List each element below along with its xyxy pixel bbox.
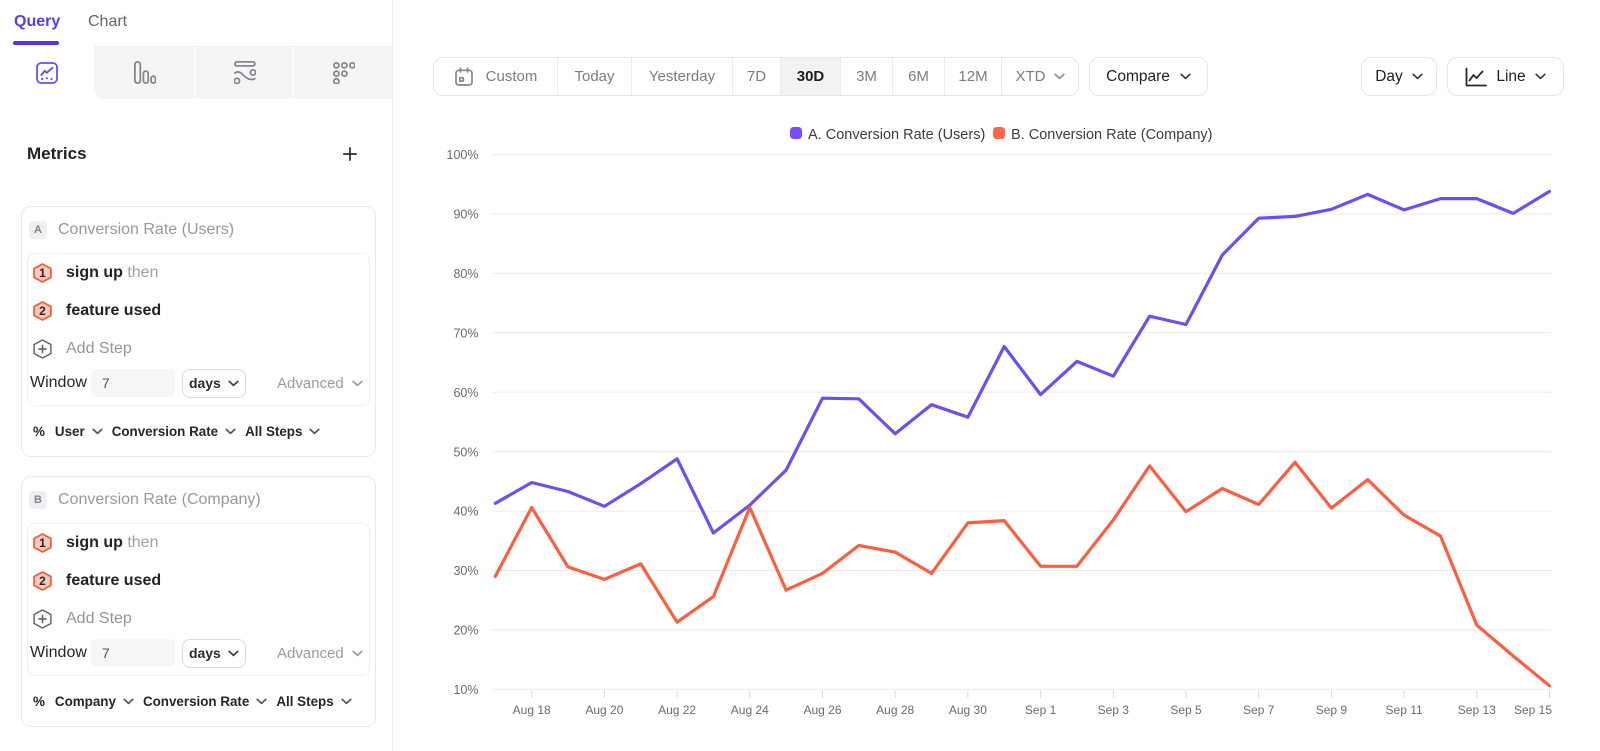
svg-text:50%: 50% xyxy=(453,445,478,459)
svg-text:30%: 30% xyxy=(453,564,478,578)
svg-text:10%: 10% xyxy=(453,683,478,697)
svg-text:60%: 60% xyxy=(453,386,478,400)
svg-text:90%: 90% xyxy=(453,208,478,222)
svg-text:Sep 13: Sep 13 xyxy=(1458,703,1496,717)
svg-text:Aug 30: Aug 30 xyxy=(949,703,987,717)
svg-text:Aug 24: Aug 24 xyxy=(731,703,769,717)
svg-text:2: 2 xyxy=(39,304,46,318)
svg-text:Aug 26: Aug 26 xyxy=(803,703,841,717)
svg-text:Aug 22: Aug 22 xyxy=(658,703,696,717)
svg-text:1: 1 xyxy=(39,536,46,550)
svg-text:Sep 5: Sep 5 xyxy=(1170,703,1202,717)
svg-text:Aug 20: Aug 20 xyxy=(585,703,623,717)
svg-text:Sep 15: Sep 15 xyxy=(1514,703,1552,717)
svg-text:Aug 18: Aug 18 xyxy=(513,703,551,717)
svg-text:70%: 70% xyxy=(453,326,478,340)
svg-text:80%: 80% xyxy=(453,267,478,281)
svg-text:Sep 1: Sep 1 xyxy=(1025,703,1057,717)
svg-text:Sep 11: Sep 11 xyxy=(1386,703,1423,717)
svg-text:Sep 3: Sep 3 xyxy=(1098,703,1130,717)
svg-text:Aug 28: Aug 28 xyxy=(876,703,914,717)
svg-text:40%: 40% xyxy=(453,505,478,519)
svg-text:100%: 100% xyxy=(447,148,479,162)
svg-text:1: 1 xyxy=(39,266,46,280)
svg-text:20%: 20% xyxy=(453,624,478,638)
svg-text:Sep 9: Sep 9 xyxy=(1316,703,1348,717)
svg-text:2: 2 xyxy=(39,574,46,588)
svg-text:Sep 7: Sep 7 xyxy=(1243,703,1275,717)
